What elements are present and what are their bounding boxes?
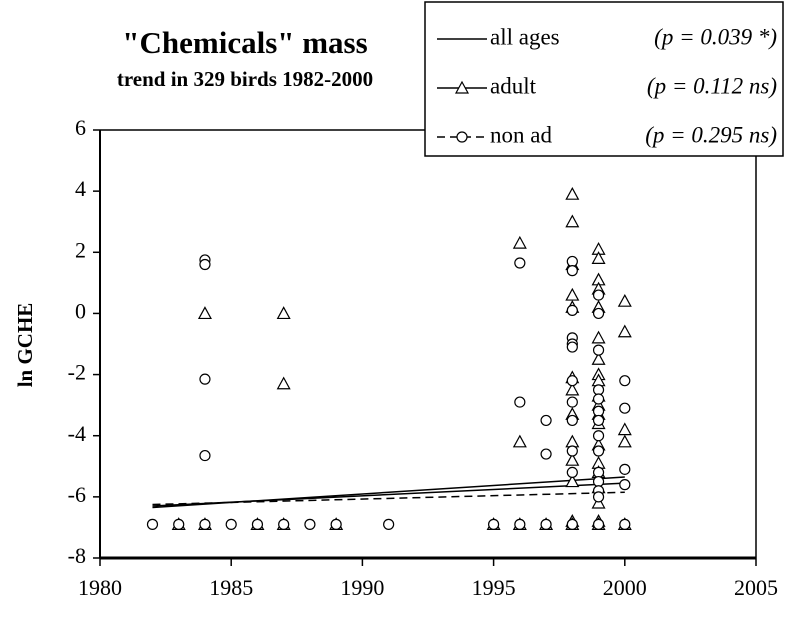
triangle-point <box>565 287 580 301</box>
y-tick-label: 0 <box>75 298 86 323</box>
x-tick-label: 1985 <box>209 575 253 600</box>
circle-point <box>566 466 578 478</box>
circle-point <box>199 258 211 271</box>
circle-point <box>619 463 631 475</box>
circle-point <box>383 518 395 530</box>
triangle-point <box>591 352 606 365</box>
triangle-point <box>276 376 291 390</box>
x-tick-label: 1995 <box>472 575 516 600</box>
triangle-point <box>565 474 580 488</box>
circle-point <box>592 405 605 417</box>
legend-marker <box>456 131 468 143</box>
circle-point <box>488 518 500 530</box>
x-tick-label: 1990 <box>340 575 384 600</box>
circle-point <box>592 475 605 488</box>
y-tick-label: 4 <box>75 176 86 201</box>
y-tick-label: 2 <box>75 237 86 262</box>
triangle-point <box>565 186 580 200</box>
circle-point <box>566 445 578 457</box>
x-tick-label: 2000 <box>603 575 647 600</box>
triangle-point <box>591 251 606 264</box>
y-tick-label: -8 <box>68 543 86 568</box>
circle-point <box>592 466 605 478</box>
legend-marker <box>454 80 470 94</box>
triangle-point <box>565 434 580 448</box>
circle-point <box>592 289 605 301</box>
triangle-point <box>617 434 632 448</box>
circle-point <box>566 304 578 316</box>
circle-point <box>592 445 605 457</box>
legend-label: non ad <box>490 122 552 147</box>
circle-point <box>566 265 578 277</box>
circle-point <box>592 393 605 405</box>
trend-line <box>152 491 625 506</box>
legend-note: (p = 0.295 ns) <box>645 122 777 147</box>
circle-point <box>592 430 605 442</box>
chart-subtitle: trend in 329 birds 1982-2000 <box>117 67 373 91</box>
y-tick-label: -4 <box>68 421 86 446</box>
circle-point <box>251 518 264 530</box>
circle-point <box>278 518 290 530</box>
circle-point <box>566 414 578 427</box>
circle-point <box>330 518 342 530</box>
circle-point <box>592 491 605 503</box>
triangle-point <box>565 214 580 228</box>
circle-point <box>592 344 605 356</box>
circle-point <box>592 307 605 320</box>
circle-point <box>199 449 211 462</box>
circle-point <box>540 518 552 530</box>
circle-point <box>199 518 211 530</box>
triangle-point <box>276 306 291 320</box>
triangle-point <box>591 330 606 344</box>
circle-point <box>619 518 631 530</box>
circle-point <box>566 375 578 387</box>
triangle-point <box>591 495 606 509</box>
triangle-point <box>617 422 632 436</box>
circle-point <box>540 414 552 427</box>
circle-point <box>173 518 185 530</box>
circle-point <box>566 255 578 268</box>
legend-note: (p = 0.112 ns) <box>647 73 777 98</box>
circle-point <box>225 518 237 530</box>
circle-point <box>619 479 631 491</box>
y-tick-label: -6 <box>68 482 86 507</box>
circle-point <box>566 518 578 530</box>
legend-label: all ages <box>490 24 560 49</box>
circle-point <box>619 402 631 414</box>
legend <box>424 1 784 157</box>
triangle-point <box>512 235 527 249</box>
triangle-point <box>512 434 527 448</box>
circle-point <box>146 518 159 530</box>
circle-point <box>566 396 578 408</box>
circle-point <box>592 414 605 427</box>
legend-note: (p = 0.039 *) <box>654 24 777 49</box>
circle-point <box>592 518 605 530</box>
circle-point <box>514 257 526 269</box>
legend-label: adult <box>490 73 537 98</box>
y-tick-label: -2 <box>68 360 86 385</box>
triangle-point <box>565 452 580 466</box>
circle-point <box>619 375 631 387</box>
y-tick-label: 6 <box>75 115 86 140</box>
triangle-point <box>617 324 632 338</box>
circle-point <box>199 373 211 385</box>
y-axis-label: ln GCHE <box>13 303 37 388</box>
circle-point <box>514 518 526 530</box>
x-tick-label: 2005 <box>734 575 778 600</box>
circle-point <box>514 396 526 408</box>
triangle-point <box>197 306 212 320</box>
circle-point <box>566 341 578 353</box>
circle-point <box>540 448 552 460</box>
x-tick-label: 1980 <box>78 575 122 600</box>
triangle-point <box>617 293 632 307</box>
circle-point <box>304 518 316 530</box>
circle-point <box>592 384 605 396</box>
triangle-point <box>565 382 580 396</box>
chart-title: "Chemicals" mass <box>122 25 367 60</box>
